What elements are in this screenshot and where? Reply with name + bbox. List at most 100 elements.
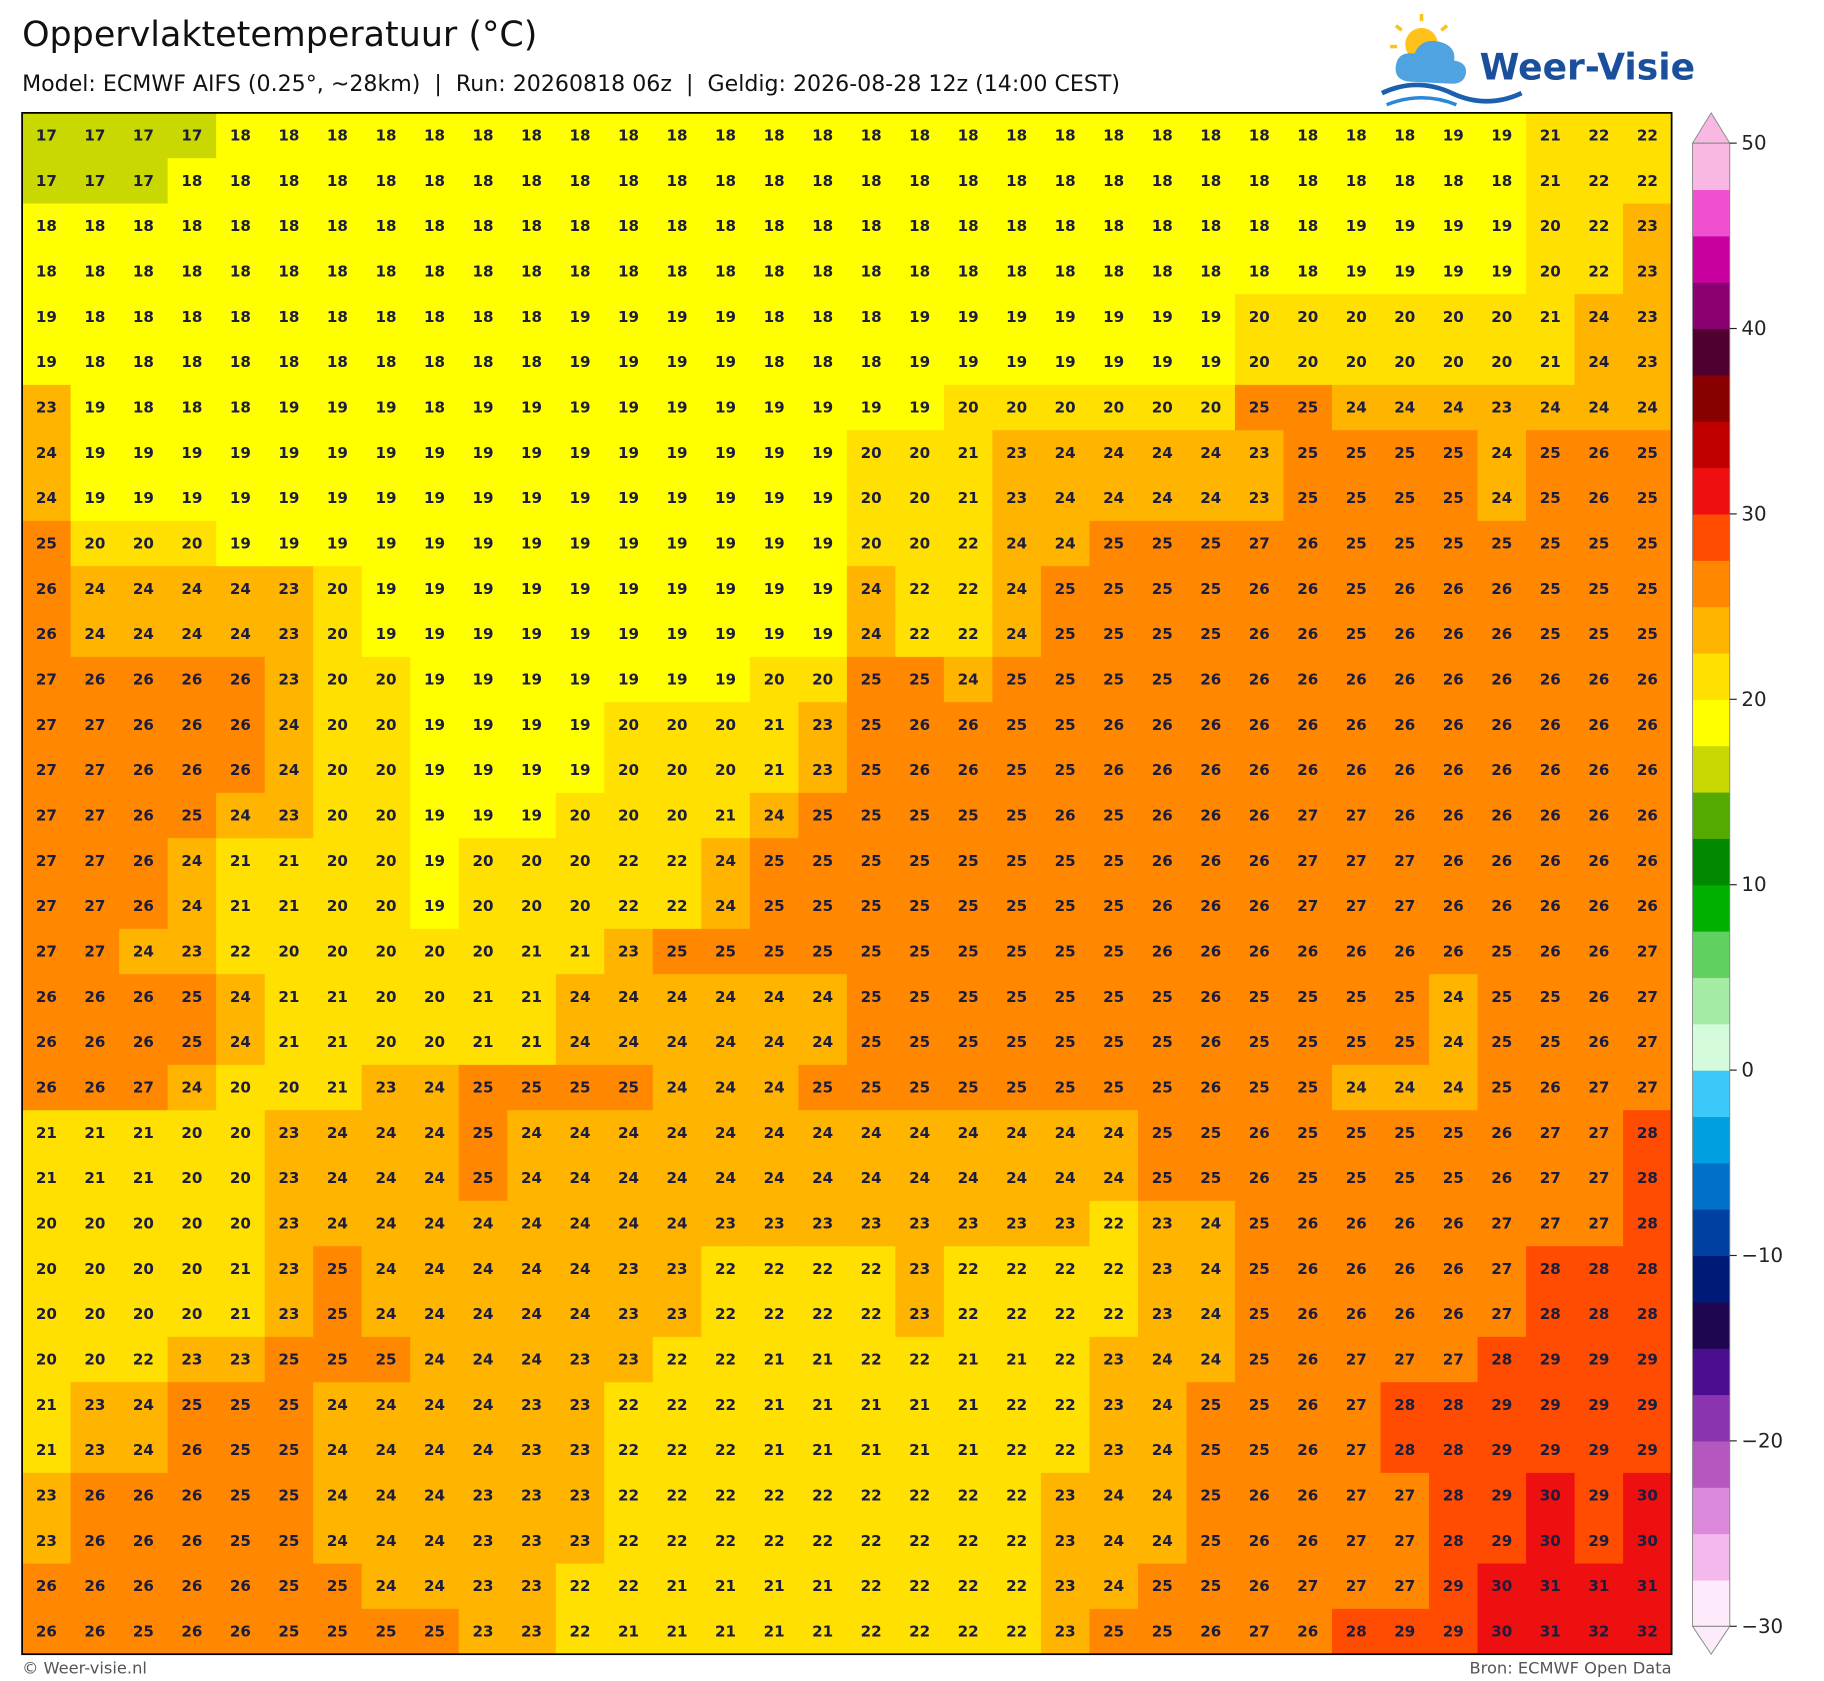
temperature-label: 22: [958, 625, 979, 643]
colorbar-band: [1692, 652, 1730, 700]
temperature-cell: [846, 838, 897, 885]
temperature-cell: [895, 430, 945, 477]
temperature-label: 20: [570, 897, 591, 915]
temperature-label: 23: [36, 1487, 57, 1505]
temperature-label: 25: [1055, 1079, 1076, 1097]
temperature-cell: [1089, 1019, 1139, 1066]
temperature-cell: [555, 656, 605, 703]
temperature-cell: [1040, 611, 1091, 658]
temperature-cell: [943, 928, 994, 975]
temperature-label: 19: [1103, 308, 1124, 326]
temperature-label: 21: [958, 489, 979, 507]
temperature-label: 22: [133, 1351, 154, 1369]
temperature-label: 26: [1491, 807, 1512, 825]
temperature-cell: [361, 928, 411, 975]
temperature-label: 24: [375, 1532, 396, 1550]
temperature-cell: [895, 974, 945, 1021]
temperature-label: 25: [909, 852, 930, 870]
temperature-cell: [652, 158, 703, 205]
temperature-label: 20: [1394, 353, 1415, 371]
temperature-label: 27: [1491, 1260, 1512, 1278]
temperature-cell: [1234, 384, 1285, 431]
temperature-label: 23: [472, 1623, 493, 1641]
temperature-label: 18: [618, 172, 639, 190]
temperature-cell: [264, 430, 314, 477]
temperature-cell: [1089, 928, 1139, 975]
temperature-cell: [119, 203, 169, 250]
temperature-cell: [1623, 1200, 1673, 1247]
temperature-cell: [943, 1155, 994, 1202]
colorbar-band: [1692, 467, 1730, 515]
temperature-label: 20: [230, 1215, 251, 1233]
temperature-label: 21: [958, 444, 979, 462]
temperature-label: 25: [1588, 625, 1609, 643]
temperature-cell: [1574, 747, 1624, 794]
temperature-label: 22: [715, 1396, 736, 1414]
temperature-label: 23: [1152, 1215, 1173, 1233]
temperature-label: 26: [1540, 897, 1561, 915]
temperature-cell: [1574, 112, 1624, 159]
temperature-cell: [264, 112, 314, 159]
colorbar-band: [1692, 1070, 1730, 1118]
temperature-cell: [1574, 384, 1624, 431]
temperature-cell: [507, 520, 557, 567]
temperature-label: 25: [1443, 1124, 1464, 1142]
temperature-cell: [846, 1019, 897, 1066]
temperature-label: 29: [1491, 1532, 1512, 1550]
temperature-label: 24: [715, 988, 736, 1006]
temperature-cell: [1283, 475, 1333, 522]
temperature-cell: [701, 792, 751, 839]
temperature-cell: [1429, 747, 1479, 794]
temperature-cell: [1574, 158, 1624, 205]
temperature-label: 19: [327, 399, 348, 417]
temperature-cell: [22, 1019, 72, 1066]
temperature-cell: [749, 974, 800, 1021]
temperature-cell: [555, 974, 605, 1021]
temperature-cell: [313, 112, 363, 159]
temperature-label: 18: [1200, 217, 1221, 235]
temperature-label: 25: [1103, 625, 1124, 643]
temperature-cell: [943, 294, 994, 341]
temperature-label: 28: [1588, 1260, 1609, 1278]
temperature-label: 22: [958, 580, 979, 598]
temperature-label: 24: [424, 1532, 445, 1550]
temperature-cell: [1234, 1064, 1285, 1111]
temperature-label: 24: [1200, 1351, 1221, 1369]
temperature-label: 26: [1491, 852, 1512, 870]
temperature-label: 24: [424, 1215, 445, 1233]
temperature-label: 18: [424, 172, 445, 190]
temperature-cell: [1137, 384, 1188, 431]
temperature-cell: [1234, 747, 1285, 794]
temperature-label: 25: [909, 1033, 930, 1051]
temperature-label: 19: [764, 625, 785, 643]
temperature-label: 24: [36, 489, 57, 507]
temperature-cell: [1040, 1019, 1091, 1066]
temperature-cell: [264, 203, 314, 250]
temperature-cell: [167, 430, 217, 477]
temperature-label: 26: [1346, 1305, 1367, 1323]
temperature-label: 18: [812, 127, 833, 145]
temperature-label: 20: [36, 1305, 57, 1323]
temperature-cell: [361, 792, 411, 839]
temperature-label: 18: [521, 353, 542, 371]
temperature-label: 24: [472, 1305, 493, 1323]
temperature-label: 26: [84, 1033, 105, 1051]
temperature-label: 26: [1297, 761, 1318, 779]
temperature-label: 23: [521, 1396, 542, 1414]
temperature-cell: [313, 475, 363, 522]
temperature-cell: [1477, 928, 1527, 975]
temperature-label: 28: [1346, 1623, 1367, 1641]
temperature-cell: [1186, 112, 1236, 159]
subtitle: Model: ECMWF AIFS (0.25°, ~28km) | Run: …: [22, 71, 1120, 97]
temperature-label: 29: [1637, 1441, 1658, 1459]
temperature-cell: [1623, 520, 1673, 567]
temperature-label: 26: [181, 716, 202, 734]
temperature-cell: [264, 475, 314, 522]
temperature-cell: [410, 384, 460, 431]
temperature-label: 20: [1200, 399, 1221, 417]
temperature-cell: [167, 1019, 217, 1066]
temperature-label: 19: [764, 489, 785, 507]
temperature-cell: [604, 1019, 654, 1066]
temperature-label: 22: [1055, 1396, 1076, 1414]
temperature-label: 22: [812, 1532, 833, 1550]
